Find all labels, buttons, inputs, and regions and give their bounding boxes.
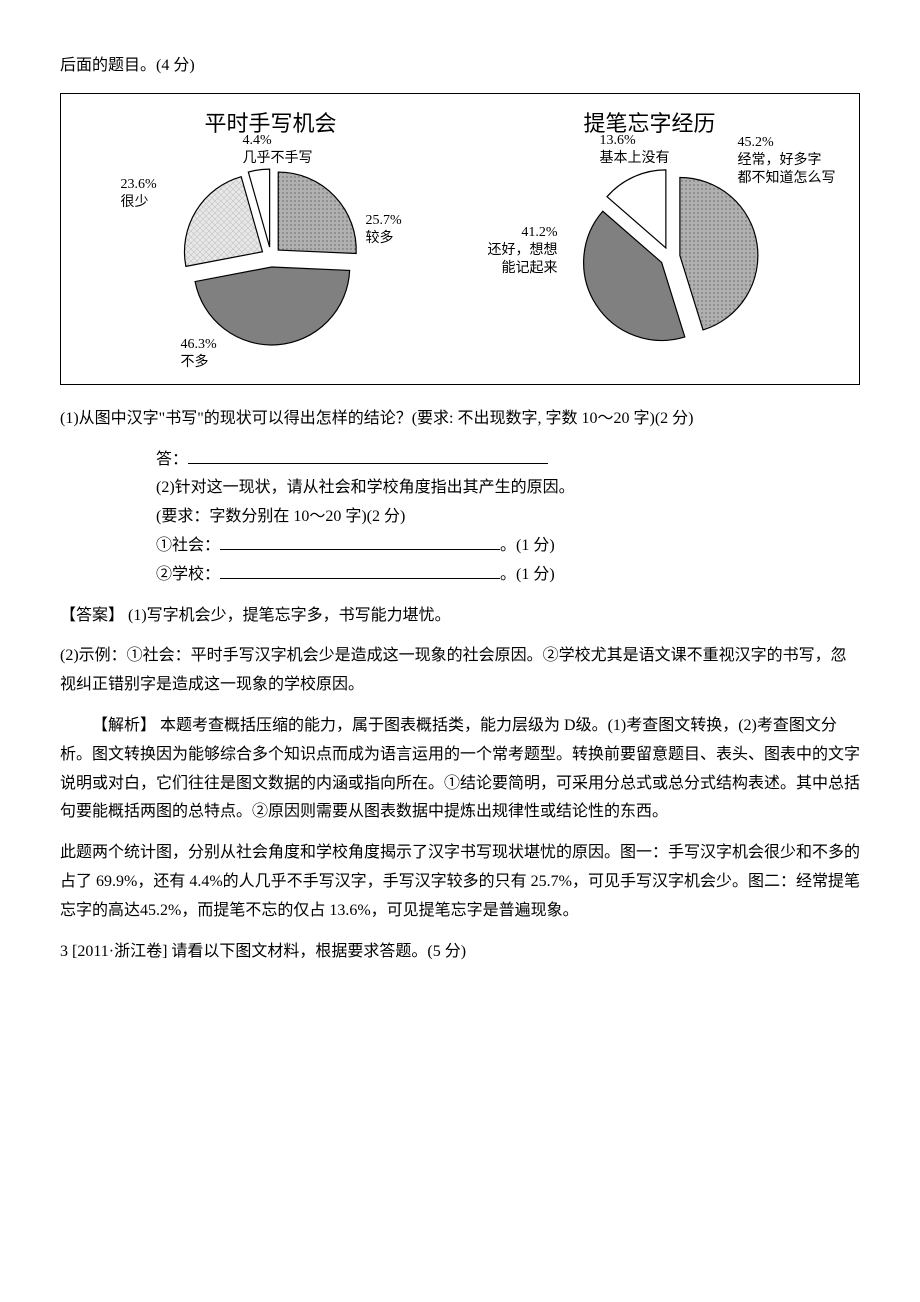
- question-3: 3 [2011·浙江卷] 请看以下图文材料，根据要求答题。(5 分): [60, 938, 860, 967]
- question-2-req: (要求：字数分别在 10～20 字)(2 分): [156, 503, 860, 532]
- blank-3: [220, 562, 500, 579]
- chart2-label-0: 45.2%经常，好多字都不知道怎么写: [738, 134, 836, 189]
- opt2-tail: 。(1 分): [500, 566, 555, 583]
- analysis-tag: 【解析】: [92, 717, 156, 734]
- answer-label: 答：: [156, 451, 188, 468]
- chart1-label-0: 25.7%较多: [366, 212, 402, 248]
- analysis-section: 【解析】 本题考查概括压缩的能力，属于图表概括类，能力层级为 D级。(1)考查图…: [60, 712, 860, 827]
- answer-section: 【答案】 (1)写字机会少，提笔忘字多，书写能力堪忧。: [60, 602, 860, 631]
- blank-1: [188, 447, 548, 464]
- chart1-label-3: 4.4%几乎不手写: [243, 132, 313, 168]
- analysis-p2: 此题两个统计图，分别从社会角度和学校角度揭示了汉字书写现状堪忧的原因。图一：手写…: [60, 839, 860, 925]
- chart2-label-2: 13.6%基本上没有: [600, 132, 670, 168]
- opt2-label: ②学校：: [156, 566, 220, 583]
- question-1: (1)从图中汉字"书写"的现状可以得出怎样的结论？(要求: 不出现数字, 字数 …: [60, 405, 860, 434]
- chart2-label-1: 41.2%还好，想想能记起来: [488, 224, 558, 279]
- answer-line-society: ①社会： 。(1 分): [156, 532, 860, 561]
- chart1-label-2: 23.6%很少: [121, 176, 157, 212]
- opt1-tail: 。(1 分): [500, 537, 555, 554]
- blank-2: [220, 533, 500, 550]
- intro-text: 后面的题目。(4 分): [60, 52, 860, 81]
- question-2: (2)针对这一现状，请从社会和学校角度指出其产生的原因。: [156, 474, 860, 503]
- opt1-label: ①社会：: [156, 537, 220, 554]
- answer-tag: 【答案】: [60, 607, 124, 624]
- answer-line-1: 答：: [156, 446, 860, 475]
- answer-lines: 答： (2)针对这一现状，请从社会和学校角度指出其产生的原因。 (要求：字数分别…: [156, 446, 860, 590]
- chart-handwriting-opportunity: 平时手写机会 25.7%较多 46.3%不多 23.6%很少 4: [101, 104, 441, 364]
- chart-forget-characters: 提笔忘字经历 45.2%经常，好多字都不知道怎么写 41.2%还好，想想能记起来…: [480, 104, 820, 364]
- analysis-p1: 本题考查概括压缩的能力，属于图表概括类，能力层级为 D级。(1)考查图文转换，(…: [60, 717, 860, 820]
- answer-text-2: (2)示例：①社会：平时手写汉字机会少是造成这一现象的社会原因。②学校尤其是语文…: [60, 642, 860, 700]
- answer-text-1: (1)写字机会少，提笔忘字多，书写能力堪忧。: [124, 607, 451, 624]
- charts-container: 平时手写机会 25.7%较多 46.3%不多 23.6%很少 4: [60, 93, 860, 385]
- chart1-label-1: 46.3%不多: [181, 336, 217, 372]
- answer-line-school: ②学校： 。(1 分): [156, 561, 860, 590]
